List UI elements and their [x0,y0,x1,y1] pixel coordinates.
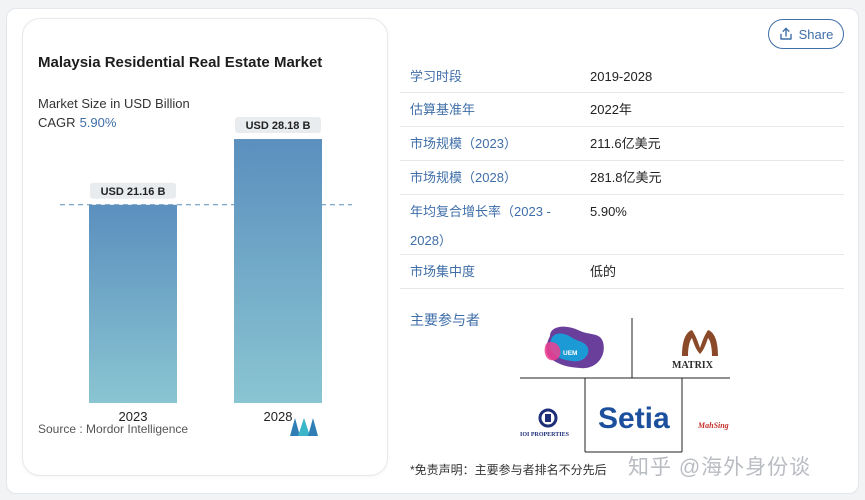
row-value: 5.90% [590,204,627,219]
row-label: 学习时段 [410,68,463,84]
uem-sunrise-logo: UEM [544,326,604,369]
row-value: 281.8亿美元 [590,170,662,185]
data-label-bg [90,182,176,199]
chart-source: Source : Mordor Intelligence [38,422,189,436]
svg-text:IOI PROPERTIES: IOI PROPERTIES [520,432,570,438]
watermark: 知乎 @海外身份谈 [628,456,812,479]
data-label: USD 21.16 B [101,186,166,198]
share-button[interactable]: Share [768,19,844,49]
key-players-title: 主要参与者 [410,312,480,328]
svg-text:Setia: Setia [598,402,670,435]
ioi-properties-logo: IOI PROPERTIES [520,408,570,438]
row-label: 估算基准年 [410,102,476,117]
data-label-bg [235,117,321,134]
row-label: 市场规模（2028） [410,170,517,185]
row-label: 年均复合增长率（2023 - 2028） [410,204,551,248]
market-info-table: 学习时段 2019-2028 估算基准年 2022年 市场规模（2023） 21… [400,60,844,289]
bar-2028 [234,139,322,403]
table-row: 估算基准年 2022年 [400,93,844,127]
mahsing-logo: MahSing [697,421,729,430]
bar-2023 [89,204,177,403]
x-tick-label: 2023 [119,409,148,424]
cagr-value: 5.90% [79,115,117,130]
row-value: 2022年 [590,102,632,117]
table-row: 市场规模（2023） 211.6亿美元 [400,127,844,161]
svg-text:MATRIX: MATRIX [672,360,714,371]
setia-logo: Setia [598,402,670,435]
disclaimer-text: *免责声明：主要参与者排名不分先后 [410,463,607,477]
row-value: 211.6亿美元 [590,136,661,151]
table-row: 市场规模（2028） 281.8亿美元 [400,161,844,195]
key-players-logos: UEM MATRIX IOI PROPERTIES Setia MahSing [520,318,730,453]
share-label: Share [798,26,834,42]
cagr-label: CAGR [38,115,76,130]
svg-text:UEM: UEM [563,350,577,357]
row-value: 2019-2028 [590,68,653,84]
chart-card [22,18,388,476]
share-icon [779,27,792,40]
chart-cagr: CAGR 5.90% [38,115,116,130]
bar-chart: USD 21.16 B 2023 USD 28.18 B 2028 [60,117,352,424]
table-row: 市场集中度 低的 [400,255,844,289]
table-row: 学习时段 2019-2028 [400,60,844,93]
data-label: USD 28.18 B [246,120,311,132]
row-label: 市场集中度 [410,264,476,279]
svg-text:MahSing: MahSing [697,421,729,430]
row-label: 市场规模（2023） [410,136,517,151]
x-tick-label: 2028 [264,409,293,424]
mordor-intelligence-logo [290,418,318,436]
matrix-logo: MATRIX [672,330,718,371]
chart-title: Malaysia Residential Real Estate Market [38,54,323,71]
chart-subtitle: Market Size in USD Billion [38,96,190,111]
table-row: 年均复合增长率（2023 - 2028） 5.90% [400,195,844,255]
row-value: 低的 [590,264,617,279]
